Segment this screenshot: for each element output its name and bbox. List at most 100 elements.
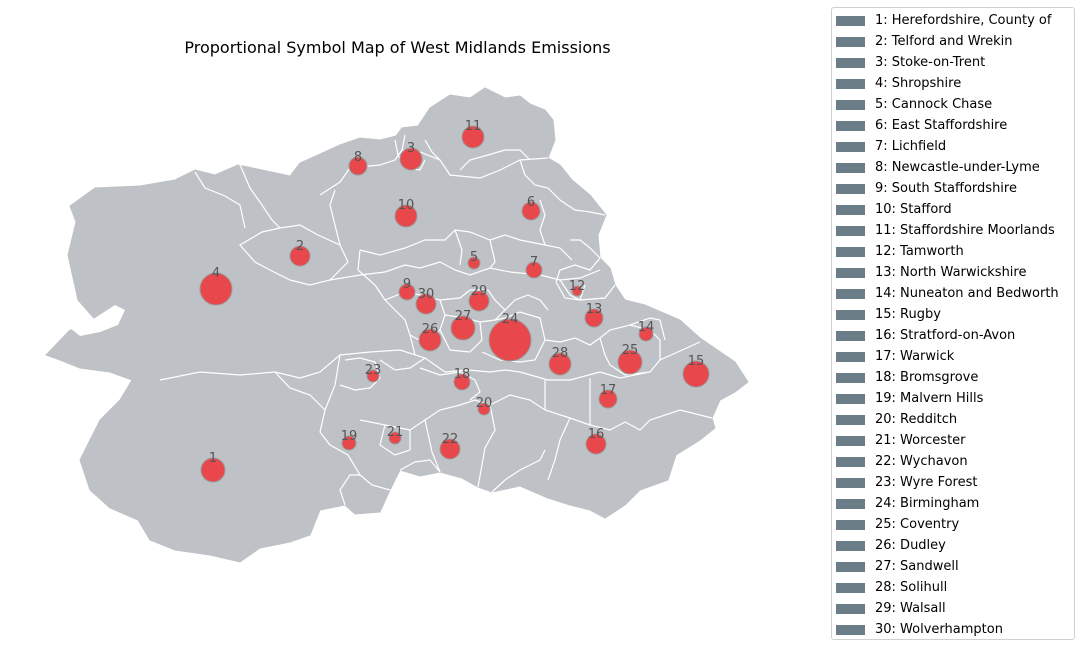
legend-item: 30: Wolverhampton: [832, 621, 1074, 642]
legend-label: 18: Bromsgrove: [875, 370, 979, 385]
legend-swatch: [836, 520, 865, 530]
legend-swatch: [836, 268, 865, 278]
legend-swatch: [836, 394, 865, 404]
legend-label: 26: Dudley: [875, 538, 946, 553]
legend-swatch: [836, 415, 865, 425]
district-number-label: 4: [212, 266, 220, 281]
legend-swatch: [836, 499, 865, 509]
legend-label: 10: Stafford: [875, 202, 952, 217]
legend-swatch: [836, 205, 865, 215]
emission-symbol: [450, 315, 476, 341]
legend-label: 21: Worcester: [875, 433, 966, 448]
district-number-label: 13: [586, 302, 603, 317]
district-number-label: 22: [442, 432, 459, 447]
emission-symbol: [638, 326, 654, 342]
legend-item: 4: Shropshire: [832, 75, 1074, 96]
district-number-label: 18: [454, 367, 471, 382]
legend-swatch: [836, 583, 865, 593]
legend-item: 1: Herefordshire, County of: [832, 12, 1074, 33]
legend-swatch: [836, 310, 865, 320]
emission-symbol: [388, 431, 402, 445]
emission-symbol: [439, 438, 461, 460]
district-number-label: 10: [398, 198, 415, 213]
district-number-label: 19: [341, 429, 358, 444]
legend-label: 12: Tamworth: [875, 244, 964, 259]
district-number-label: 30: [418, 287, 435, 302]
legend-label: 15: Rugby: [875, 307, 941, 322]
legend-item: 29: Walsall: [832, 600, 1074, 621]
region-outline: [45, 87, 749, 563]
legend-swatch: [836, 37, 865, 47]
west-midlands-region: [45, 87, 749, 563]
legend-label: 23: Wyre Forest: [875, 475, 978, 490]
legend-label: 5: Cannock Chase: [875, 97, 993, 112]
legend-label: 7: Lichfield: [875, 139, 947, 154]
legend-item: 28: Solihull: [832, 579, 1074, 600]
legend-swatch: [836, 436, 865, 446]
estuary-notch: [70, 305, 125, 336]
legend-item: 16: Stratford-on-Avon: [832, 327, 1074, 348]
emission-symbol: [366, 369, 380, 383]
legend-swatch: [836, 121, 865, 131]
district-number-label: 24: [502, 312, 519, 327]
emission-symbol: [418, 328, 442, 352]
emission-symbol: [682, 360, 710, 388]
legend-swatch: [836, 163, 865, 173]
district-number-label: 27: [455, 309, 472, 324]
legend-swatch: [836, 289, 865, 299]
district-number-label: 1: [209, 451, 217, 466]
district-number-label: 14: [638, 320, 655, 335]
legend-label: 17: Warwick: [875, 349, 955, 364]
emission-symbol: [415, 293, 437, 315]
emission-symbol: [584, 308, 604, 328]
emission-symbol: [477, 402, 491, 416]
legend-item: 20: Redditch: [832, 411, 1074, 432]
legend-label: 14: Nuneaton and Bedworth: [875, 286, 1059, 301]
district-number-label: 9: [403, 277, 411, 292]
legend-swatch: [836, 373, 865, 383]
district-number-label: 20: [476, 396, 493, 411]
district-number-label: 28: [552, 346, 569, 361]
emission-symbol: [468, 290, 490, 312]
legend-swatch: [836, 58, 865, 68]
legend-label: 6: East Staffordshire: [875, 118, 1008, 133]
legend-swatch: [836, 247, 865, 257]
district-number-label: 5: [470, 250, 478, 265]
emission-symbol: [598, 389, 618, 409]
legend-swatch: [836, 562, 865, 572]
emission-symbol: [399, 147, 423, 171]
legend-item: 6: East Staffordshire: [832, 117, 1074, 138]
legend-item: 24: Birmingham: [832, 495, 1074, 516]
district-number-label: 25: [622, 343, 639, 358]
legend-swatch: [836, 184, 865, 194]
legend-label: 2: Telford and Wrekin: [875, 34, 1013, 49]
legend-swatch: [836, 226, 865, 236]
legend-swatch: [836, 604, 865, 614]
district-number-label: 29: [471, 284, 488, 299]
district-number-label: 7: [530, 255, 538, 270]
legend-label: 9: South Staffordshire: [875, 181, 1017, 196]
legend-label: 25: Coventry: [875, 517, 960, 532]
legend-swatch: [836, 625, 865, 635]
legend-item: 13: North Warwickshire: [832, 264, 1074, 285]
emission-symbol: [453, 373, 471, 391]
emission-symbol: [394, 204, 418, 228]
legend-swatch: [836, 352, 865, 362]
legend-swatch: [836, 541, 865, 551]
emission-symbol: [525, 261, 543, 279]
district-number-label: 21: [387, 425, 404, 440]
district-number-label: 17: [600, 383, 617, 398]
district-number-label: 6: [527, 195, 535, 210]
emission-symbol: [488, 318, 532, 362]
legend-item: 18: Bromsgrove: [832, 369, 1074, 390]
legend-item: 26: Dudley: [832, 537, 1074, 558]
legend-label: 24: Birmingham: [875, 496, 980, 511]
legend-item: 14: Nuneaton and Bedworth: [832, 285, 1074, 306]
legend-item: 2: Telford and Wrekin: [832, 33, 1074, 54]
legend-item: 23: Wyre Forest: [832, 474, 1074, 495]
emission-symbol: [585, 433, 607, 455]
legend-item: 19: Malvern Hills: [832, 390, 1074, 411]
emission-symbol: [199, 272, 233, 306]
